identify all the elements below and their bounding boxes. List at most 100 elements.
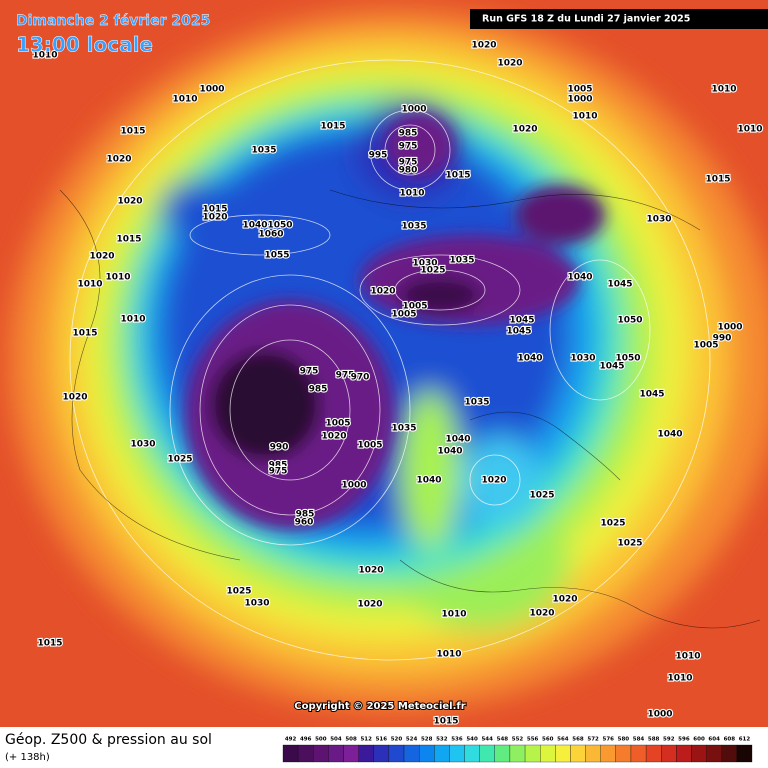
isobar-label: 1010	[711, 85, 736, 95]
isobar-label: 1025	[420, 266, 445, 276]
colorbar-cell	[388, 744, 405, 763]
isobar-label: 1015	[320, 122, 345, 132]
colorbar-label: 556	[527, 737, 539, 743]
colorbar-cell	[540, 744, 556, 763]
isobar-label: 1035	[449, 256, 474, 266]
isobar-label: 1015	[116, 235, 141, 245]
isobar-label: 1020	[117, 197, 142, 207]
coastlines	[59, 189, 761, 629]
isobar-label: 985	[309, 385, 328, 395]
isobar-label: 1020	[370, 287, 395, 297]
isobar-label: 1020	[512, 125, 537, 135]
isobar-label: 1025	[529, 491, 554, 501]
colorbar-cell	[373, 744, 390, 763]
isobar-label: 1050	[617, 316, 642, 326]
isobar-label: 1000	[341, 481, 366, 491]
isobar-label: 975	[399, 158, 418, 168]
colorbar-label: 600	[693, 737, 705, 743]
isobar-label: 1030	[412, 259, 437, 269]
isobar-label: 1035	[401, 222, 426, 232]
colorbar-label: 572	[587, 737, 599, 743]
colorbar-label: 568	[572, 737, 584, 743]
isobar-label: 1005	[325, 419, 350, 429]
colorbar-cell	[449, 744, 465, 763]
isobar-label: 975	[399, 142, 418, 152]
colorbar-cell	[479, 744, 495, 763]
isobar-label: 1010	[667, 674, 692, 684]
field	[0, 0, 768, 727]
footer-lead: (+ 138h)	[5, 752, 50, 763]
isobar-label: 985	[399, 129, 418, 139]
isobar-label: 1010	[105, 273, 130, 283]
isobar-label: 975	[300, 367, 319, 377]
isobar-label: 1035	[391, 424, 416, 434]
colorbar-cell	[585, 744, 601, 763]
colorbar-cell	[464, 744, 480, 763]
colorbar-label: 580	[618, 737, 630, 743]
colorbar-cell	[706, 744, 722, 763]
colorbar-label: 544	[481, 737, 493, 743]
isobar-label: 1010	[172, 95, 197, 105]
colorbar-cell	[358, 744, 374, 763]
isobar-label: 1040	[416, 476, 441, 486]
isobar-label: 1020	[471, 41, 496, 51]
colorbar-label: 520	[391, 737, 403, 743]
colorbar-cell	[691, 744, 707, 763]
isobar-label: 1040	[242, 221, 267, 231]
isobar-label: 1010	[737, 125, 762, 135]
isobar-label: 1020	[552, 595, 577, 605]
colorbar-cell	[419, 744, 435, 763]
colorbar-label: 540	[466, 737, 478, 743]
isobar-label: 1015	[202, 205, 227, 215]
isobar-label: 1045	[607, 280, 632, 290]
colorbar-label: 524	[406, 737, 418, 743]
isobar-label: 1040	[657, 430, 682, 440]
isobar-label: 1040	[567, 273, 592, 283]
colorbar-label: 516	[376, 737, 388, 743]
colorbar-label: 536	[451, 737, 463, 743]
colorbar-cell	[282, 744, 299, 763]
copyright: Copyright © 2025 Meteociel.fr	[294, 701, 465, 712]
colorbar-cell	[297, 744, 314, 763]
isobar-label: 1020	[321, 432, 346, 442]
colorbar-cell	[434, 744, 450, 763]
isobar-label: 985	[296, 510, 315, 520]
isobar-label: 1020	[357, 600, 382, 610]
colorbar-label: 592	[663, 737, 675, 743]
isobar-label: 1025	[600, 519, 625, 529]
colorbar-cell	[403, 744, 420, 763]
isobar-label: 1020	[202, 213, 227, 223]
isobar-label: 1015	[433, 717, 458, 727]
colorbar-label: 604	[708, 737, 720, 743]
colorbar-label: 576	[603, 737, 615, 743]
isobar-label: 1000	[401, 105, 426, 115]
colorbar-label: 588	[648, 737, 660, 743]
colorbar-label: 492	[285, 737, 297, 743]
colorbar-cell	[494, 744, 511, 763]
colorbar-cell	[736, 744, 753, 763]
colorbar-cell	[328, 744, 344, 763]
isobar-label: 1000	[717, 323, 742, 333]
isobar-label: 1045	[509, 316, 534, 326]
colorbar-cell	[615, 744, 632, 763]
isobar-label: 1000	[647, 710, 672, 720]
isobar-label: 1010	[77, 280, 102, 290]
isobar-label: 1000	[567, 95, 592, 105]
isobar-label: 1030	[646, 215, 671, 225]
colorbar-cell	[509, 744, 526, 763]
isobar-label: 1020	[481, 476, 506, 486]
isobar-label: 975	[269, 467, 288, 477]
isobar-label: 1010	[572, 112, 597, 122]
colorbar-cell	[645, 744, 662, 763]
isobar-label: 1020	[89, 252, 114, 262]
colorbar-cell	[661, 744, 677, 763]
isobar-label: 1010	[120, 315, 145, 325]
isobar-label: 1020	[62, 393, 87, 403]
isobar-label: 1005	[391, 310, 416, 320]
colorbar-label: 584	[633, 737, 645, 743]
isobar-label: 1015	[120, 127, 145, 137]
colorbar-label: 552	[512, 737, 524, 743]
footer-title: Géop. Z500 & pression au sol	[5, 732, 212, 748]
colorbar-label: 496	[300, 737, 312, 743]
isobar-label: 985	[269, 461, 288, 471]
